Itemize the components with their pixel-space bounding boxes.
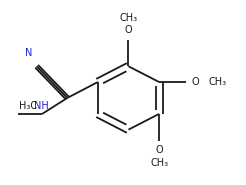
Text: O: O (125, 25, 132, 35)
Text: H₃C: H₃C (19, 101, 37, 111)
Text: N: N (25, 48, 33, 58)
Text: CH₃: CH₃ (119, 13, 138, 23)
Text: CH₃: CH₃ (150, 158, 168, 168)
Text: CH₃: CH₃ (208, 77, 226, 87)
Text: O: O (191, 77, 199, 87)
Text: NH: NH (34, 101, 49, 111)
Text: O: O (155, 145, 163, 155)
